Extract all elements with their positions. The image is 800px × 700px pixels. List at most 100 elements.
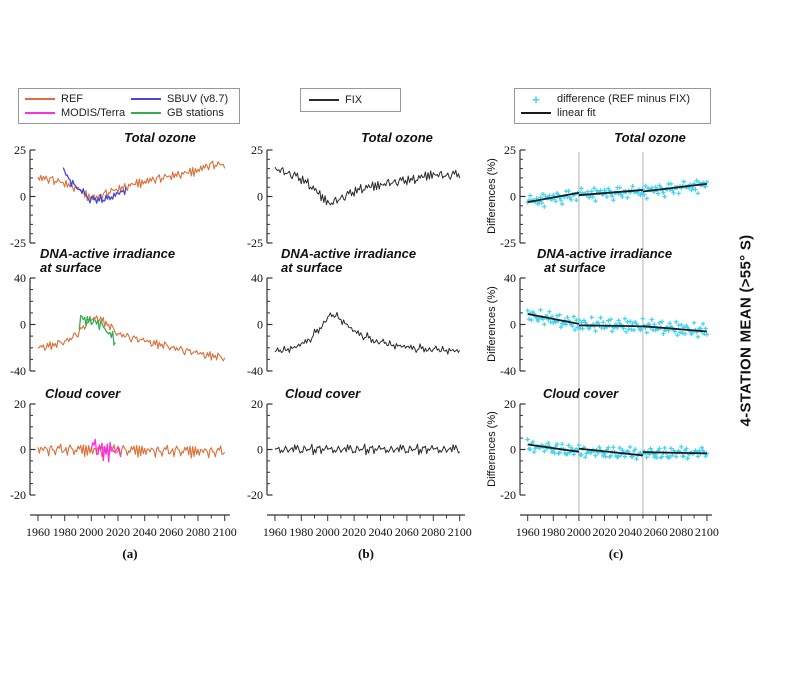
legend-item-difference: + difference (REF minus FIX) (521, 93, 704, 106)
fix-line-icon (309, 99, 339, 101)
x-tick-label: 2060 (395, 525, 419, 539)
panel-b1-title: Total ozone (361, 130, 433, 145)
x-tick-label: 2020 (593, 525, 617, 539)
x-tick-label: 1980 (541, 525, 565, 539)
legend-label-ref: REF (61, 93, 83, 105)
scatter-difference-c1 (525, 178, 710, 209)
panel-c3-title: Cloud cover (543, 386, 619, 401)
y-tick-label: -20 (500, 488, 516, 502)
legend-item-linear-fit: linear fit (521, 107, 704, 119)
panel-letter-a: (a) (122, 546, 138, 561)
y-tick-label: -40 (10, 364, 26, 378)
y-tick-label: -25 (10, 236, 26, 250)
panel-a2-title-line1: DNA-active irradiance (40, 246, 176, 261)
y-tick-label: 20 (14, 397, 26, 411)
scatter-difference-c3 (525, 437, 710, 462)
panel-a3-title: Cloud cover (45, 386, 121, 401)
modis-line-icon (25, 112, 55, 114)
y-tick-label: 40 (251, 271, 263, 285)
legend-label-difference: difference (REF minus FIX) (557, 93, 691, 105)
series-gb-stations (78, 314, 116, 346)
gb-stations-line-icon (131, 112, 161, 114)
series-fix (274, 311, 461, 355)
series-ref (37, 160, 226, 202)
y-tick-label: 0 (257, 443, 263, 457)
legend-ref-runs: REF SBUV (v8.7) MODIS/Terra GB stations (18, 88, 240, 124)
series-ref (37, 315, 226, 362)
y-tick-label: -20 (247, 488, 263, 502)
linear-fit-segment (642, 451, 707, 455)
linear-fit-segment (578, 447, 643, 457)
panel-c2-title: DNA-active irradiance at surface (537, 247, 672, 275)
y-tick-label: -25 (247, 236, 263, 250)
y-tick-label: 0 (257, 318, 263, 332)
c1-ylabel: Differences (%) (486, 158, 498, 234)
y-tick-label: 0 (510, 190, 516, 204)
x-tick-label: 2080 (669, 525, 693, 539)
x-tick-label: 2080 (186, 525, 210, 539)
x-tick-label: 2060 (159, 525, 183, 539)
legend-item-ref: REF (25, 93, 131, 105)
series-ref (37, 443, 226, 459)
legend-item-gb-stations: GB stations (131, 107, 233, 119)
series-sbuv-v8-7- (62, 167, 127, 204)
y-tick-label: 25 (14, 143, 26, 157)
legend-differences: + difference (REF minus FIX) linear fit (514, 88, 711, 124)
series-fix (274, 443, 461, 456)
x-tick-label: 2100 (213, 525, 237, 539)
linear-fit-segment (578, 324, 643, 328)
x-tick-label: 2040 (133, 525, 157, 539)
panel-c2-title-line1: DNA-active irradiance (537, 246, 673, 261)
panel-letter-c: (c) (608, 546, 624, 561)
panel-b2-title: DNA-active irradiance at surface (281, 247, 416, 275)
x-tick-label: 2100 (695, 525, 719, 539)
ref-line-icon (25, 98, 55, 100)
x-tick-label: 2060 (644, 525, 668, 539)
y-tick-label: 40 (14, 271, 26, 285)
legend-fix-run: FIX (300, 88, 401, 112)
linear-fit-segment (527, 313, 580, 325)
x-tick-label: 2000 (316, 525, 340, 539)
x-tick-label: 1980 (289, 525, 313, 539)
panel-a1-title: Total ozone (124, 130, 196, 145)
legend-label-modis: MODIS/Terra (61, 107, 126, 119)
y-tick-label: 20 (251, 397, 263, 411)
x-tick-label: 2100 (448, 525, 472, 539)
linear-fit-line-icon (521, 112, 551, 114)
panel-c1-title: Total ozone (614, 130, 686, 145)
y-tick-label: -40 (500, 364, 516, 378)
c3-ylabel: Differences (%) (486, 411, 498, 487)
linear-fit-segment (578, 189, 643, 197)
y-tick-label: 25 (251, 143, 263, 157)
y-tick-label: 0 (20, 318, 26, 332)
x-tick-label: 2040 (618, 525, 642, 539)
panel-a2-title: DNA-active irradiance at surface (40, 247, 175, 275)
x-tick-label: 2000 (567, 525, 591, 539)
x-tick-label: 2020 (106, 525, 130, 539)
c2-ylabel: Differences (%) (486, 286, 498, 362)
y-tick-label: 0 (257, 190, 263, 204)
x-tick-label: 1980 (53, 525, 77, 539)
y-tick-label: 0 (20, 443, 26, 457)
y-tick-label: 0 (510, 318, 516, 332)
panel-c2-title-line2: at surface (544, 260, 606, 275)
scatter-difference-c2 (525, 307, 710, 339)
y-tick-label: 40 (504, 271, 516, 285)
sbuv-line-icon (131, 98, 161, 100)
panel-b2-title-line1: DNA-active irradiance (281, 246, 417, 261)
panel-b2-title-line2: at surface (281, 260, 343, 275)
legend-label-linear-fit: linear fit (557, 107, 596, 119)
x-tick-label: 2000 (79, 525, 103, 539)
series-modis-terra (90, 438, 122, 463)
x-tick-label: 2020 (342, 525, 366, 539)
x-tick-label: 2040 (369, 525, 393, 539)
linear-fit-segment (527, 191, 580, 203)
y-tick-label: 0 (20, 190, 26, 204)
y-tick-label: 20 (504, 397, 516, 411)
legend-label-fix: FIX (345, 94, 363, 106)
panel-b3-title: Cloud cover (285, 386, 361, 401)
linear-fit-segment (527, 443, 580, 453)
y-tick-label: 25 (504, 143, 516, 157)
